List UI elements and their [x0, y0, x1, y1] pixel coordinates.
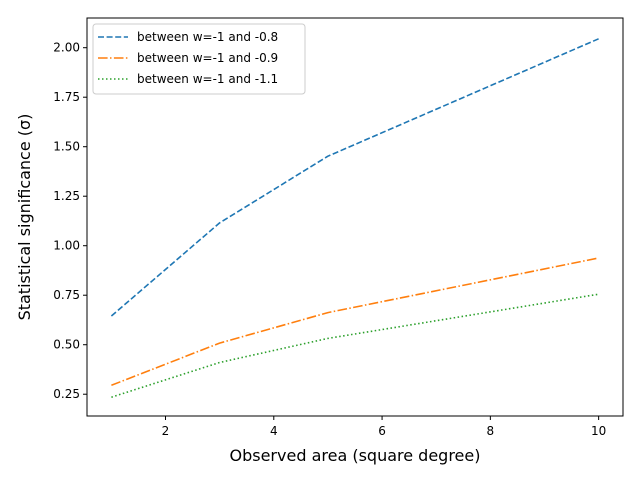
legend-frame [92, 23, 306, 95]
y-tick-label: 0.50 [53, 338, 80, 352]
legend: between w=-1 and -0.8 between w=-1 and -… [92, 23, 306, 95]
legend-label-1: between w=-1 and -0.8 [137, 30, 278, 44]
series-line-1 [110, 38, 599, 317]
x-tick-label: 2 [162, 424, 170, 438]
y-tick-label: 1.50 [53, 140, 80, 154]
x-axis-label: Observed area (square degree) [230, 446, 481, 465]
x-tick-label: 8 [487, 424, 495, 438]
y-axis-label: Statistical significance (σ) [15, 114, 34, 321]
axis-ticks: 2 4 6 8 10 0.25 0.50 0.75 1.00 1.25 1.50 1.75 2.00 [53, 41, 606, 438]
x-tick-label: 6 [378, 424, 386, 438]
y-tick-label: 1.00 [53, 239, 80, 253]
legend-label-2: between w=-1 and -0.9 [137, 51, 278, 65]
y-tick-label: 1.75 [53, 90, 80, 104]
series-lines [110, 38, 599, 398]
plot-area-frame [86, 17, 624, 417]
y-tick-label: 2.00 [53, 41, 80, 55]
y-tick-label: 1.25 [53, 189, 80, 203]
legend-label-3: between w=-1 and -1.1 [137, 72, 278, 86]
x-tick-label: 10 [591, 424, 606, 438]
y-tick-label: 0.75 [53, 288, 80, 302]
y-tick-label: 0.25 [53, 387, 80, 401]
series-line-2 [111, 257, 599, 387]
series-line-3 [111, 293, 599, 398]
x-tick-label: 4 [270, 424, 278, 438]
